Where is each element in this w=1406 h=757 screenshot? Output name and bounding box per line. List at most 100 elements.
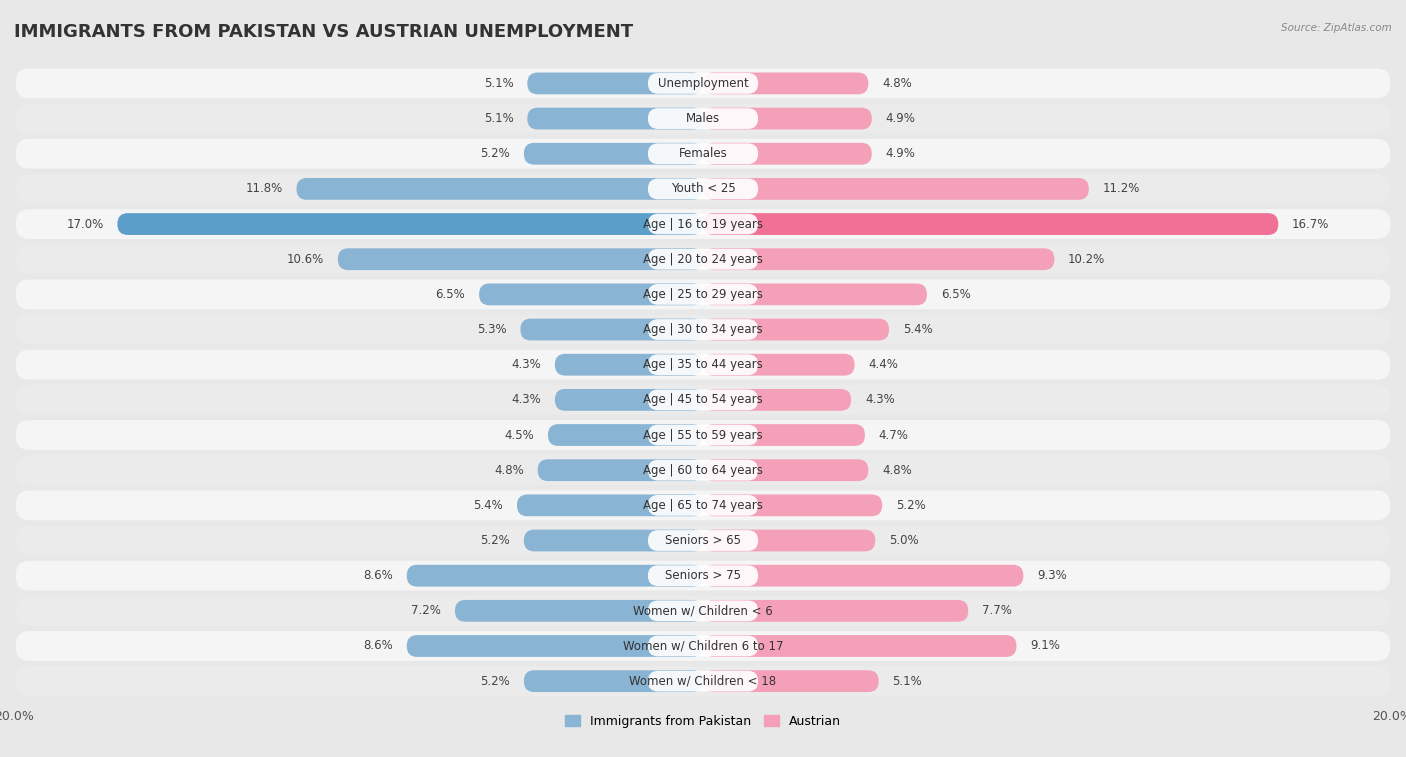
FancyBboxPatch shape xyxy=(648,390,758,410)
FancyBboxPatch shape xyxy=(15,315,1391,344)
FancyBboxPatch shape xyxy=(555,389,703,411)
Text: 4.5%: 4.5% xyxy=(505,428,534,441)
Text: Women w/ Children < 18: Women w/ Children < 18 xyxy=(630,674,776,687)
Text: Unemployment: Unemployment xyxy=(658,77,748,90)
Text: Age | 55 to 59 years: Age | 55 to 59 years xyxy=(643,428,763,441)
Text: 10.2%: 10.2% xyxy=(1069,253,1105,266)
FancyBboxPatch shape xyxy=(648,636,758,656)
Text: Source: ZipAtlas.com: Source: ZipAtlas.com xyxy=(1281,23,1392,33)
FancyBboxPatch shape xyxy=(297,178,703,200)
FancyBboxPatch shape xyxy=(527,107,703,129)
Text: 11.8%: 11.8% xyxy=(246,182,283,195)
Text: Age | 65 to 74 years: Age | 65 to 74 years xyxy=(643,499,763,512)
FancyBboxPatch shape xyxy=(648,319,758,340)
FancyBboxPatch shape xyxy=(15,420,1391,450)
FancyBboxPatch shape xyxy=(703,319,889,341)
Text: 9.3%: 9.3% xyxy=(1038,569,1067,582)
Text: 5.2%: 5.2% xyxy=(896,499,925,512)
Text: Age | 60 to 64 years: Age | 60 to 64 years xyxy=(643,464,763,477)
Text: 4.8%: 4.8% xyxy=(882,77,912,90)
FancyBboxPatch shape xyxy=(703,670,879,692)
FancyBboxPatch shape xyxy=(15,209,1391,239)
Text: Age | 35 to 44 years: Age | 35 to 44 years xyxy=(643,358,763,371)
Text: 5.1%: 5.1% xyxy=(484,77,513,90)
Text: Age | 30 to 34 years: Age | 30 to 34 years xyxy=(643,323,763,336)
Text: 4.4%: 4.4% xyxy=(869,358,898,371)
Text: 16.7%: 16.7% xyxy=(1292,217,1330,231)
Text: 4.9%: 4.9% xyxy=(886,112,915,125)
Text: 4.8%: 4.8% xyxy=(494,464,524,477)
FancyBboxPatch shape xyxy=(703,354,855,375)
Text: 9.1%: 9.1% xyxy=(1031,640,1060,653)
FancyBboxPatch shape xyxy=(648,143,758,164)
FancyBboxPatch shape xyxy=(648,249,758,269)
FancyBboxPatch shape xyxy=(703,635,1017,657)
FancyBboxPatch shape xyxy=(15,174,1391,204)
FancyBboxPatch shape xyxy=(524,143,703,164)
FancyBboxPatch shape xyxy=(703,73,869,95)
FancyBboxPatch shape xyxy=(456,600,703,621)
FancyBboxPatch shape xyxy=(524,670,703,692)
FancyBboxPatch shape xyxy=(479,283,703,305)
FancyBboxPatch shape xyxy=(703,424,865,446)
Text: 4.3%: 4.3% xyxy=(865,394,894,407)
Text: Women w/ Children 6 to 17: Women w/ Children 6 to 17 xyxy=(623,640,783,653)
FancyBboxPatch shape xyxy=(555,354,703,375)
Text: Males: Males xyxy=(686,112,720,125)
Text: Age | 20 to 24 years: Age | 20 to 24 years xyxy=(643,253,763,266)
FancyBboxPatch shape xyxy=(648,179,758,199)
FancyBboxPatch shape xyxy=(648,284,758,305)
FancyBboxPatch shape xyxy=(537,459,703,481)
Text: 5.1%: 5.1% xyxy=(484,112,513,125)
Text: 7.2%: 7.2% xyxy=(412,604,441,617)
Text: Seniors > 75: Seniors > 75 xyxy=(665,569,741,582)
Text: Age | 16 to 19 years: Age | 16 to 19 years xyxy=(643,217,763,231)
FancyBboxPatch shape xyxy=(648,425,758,445)
Text: Youth < 25: Youth < 25 xyxy=(671,182,735,195)
FancyBboxPatch shape xyxy=(15,279,1391,310)
FancyBboxPatch shape xyxy=(648,108,758,129)
FancyBboxPatch shape xyxy=(524,530,703,551)
FancyBboxPatch shape xyxy=(15,139,1391,169)
FancyBboxPatch shape xyxy=(648,671,758,691)
Text: 4.3%: 4.3% xyxy=(512,358,541,371)
FancyBboxPatch shape xyxy=(406,635,703,657)
Text: 5.4%: 5.4% xyxy=(474,499,503,512)
Text: 5.1%: 5.1% xyxy=(893,674,922,687)
FancyBboxPatch shape xyxy=(703,459,869,481)
FancyBboxPatch shape xyxy=(15,245,1391,274)
FancyBboxPatch shape xyxy=(15,666,1391,696)
FancyBboxPatch shape xyxy=(15,104,1391,133)
Text: Age | 45 to 54 years: Age | 45 to 54 years xyxy=(643,394,763,407)
Text: 11.2%: 11.2% xyxy=(1102,182,1140,195)
FancyBboxPatch shape xyxy=(548,424,703,446)
FancyBboxPatch shape xyxy=(15,561,1391,590)
FancyBboxPatch shape xyxy=(703,600,969,621)
FancyBboxPatch shape xyxy=(15,525,1391,556)
Text: 6.5%: 6.5% xyxy=(941,288,970,301)
Text: 6.5%: 6.5% xyxy=(436,288,465,301)
FancyBboxPatch shape xyxy=(406,565,703,587)
FancyBboxPatch shape xyxy=(337,248,703,270)
FancyBboxPatch shape xyxy=(703,213,1278,235)
FancyBboxPatch shape xyxy=(703,107,872,129)
Text: 4.3%: 4.3% xyxy=(512,394,541,407)
Text: 10.6%: 10.6% xyxy=(287,253,323,266)
Text: 5.3%: 5.3% xyxy=(477,323,506,336)
FancyBboxPatch shape xyxy=(703,178,1088,200)
Legend: Immigrants from Pakistan, Austrian: Immigrants from Pakistan, Austrian xyxy=(560,710,846,733)
FancyBboxPatch shape xyxy=(648,565,758,586)
FancyBboxPatch shape xyxy=(15,385,1391,415)
FancyBboxPatch shape xyxy=(648,600,758,621)
Text: Seniors > 65: Seniors > 65 xyxy=(665,534,741,547)
FancyBboxPatch shape xyxy=(517,494,703,516)
FancyBboxPatch shape xyxy=(703,283,927,305)
FancyBboxPatch shape xyxy=(648,459,758,481)
Text: 5.2%: 5.2% xyxy=(481,534,510,547)
FancyBboxPatch shape xyxy=(648,495,758,516)
FancyBboxPatch shape xyxy=(703,494,882,516)
Text: 5.0%: 5.0% xyxy=(889,534,918,547)
FancyBboxPatch shape xyxy=(527,73,703,95)
Text: IMMIGRANTS FROM PAKISTAN VS AUSTRIAN UNEMPLOYMENT: IMMIGRANTS FROM PAKISTAN VS AUSTRIAN UNE… xyxy=(14,23,633,41)
FancyBboxPatch shape xyxy=(520,319,703,341)
